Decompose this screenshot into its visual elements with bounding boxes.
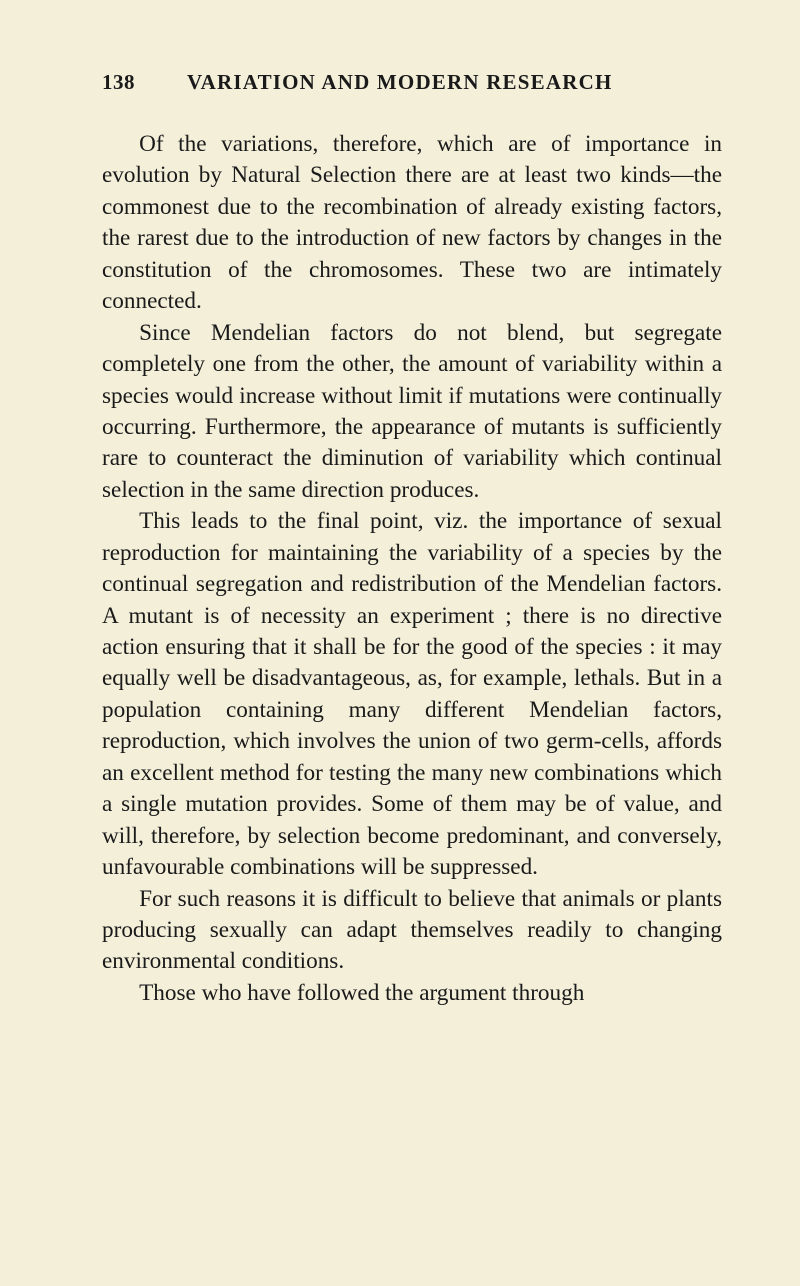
paragraph: Those who have followed the argument thr…	[102, 978, 722, 1009]
paragraph: Since Mendelian factors do not blend, bu…	[102, 318, 722, 507]
page-number: 138	[102, 70, 135, 95]
body-text: Of the variations, therefore, which are …	[102, 129, 722, 1009]
page-header: 138 VARIATION AND MODERN RESEARCH	[102, 70, 722, 95]
paragraph: For such reasons it is difficult to beli…	[102, 884, 722, 978]
paragraph: Of the variations, therefore, which are …	[102, 129, 722, 318]
running-head: VARIATION AND MODERN RESEARCH	[187, 70, 722, 95]
page: 138 VARIATION AND MODERN RESEARCH Of the…	[0, 0, 800, 1286]
paragraph: This leads to the final point, viz. the …	[102, 506, 722, 883]
